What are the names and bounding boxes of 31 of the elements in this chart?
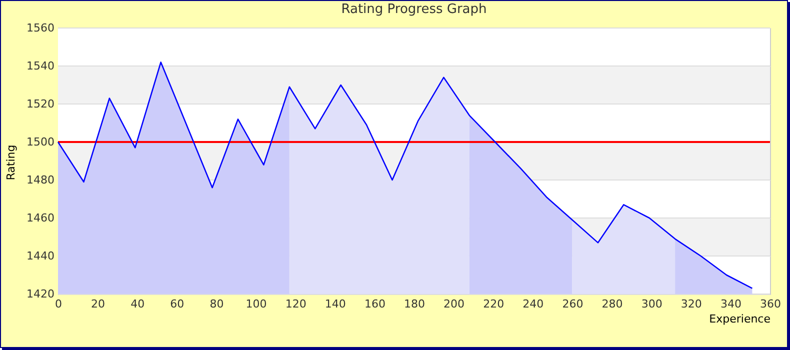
y-tick-label: 1420 xyxy=(26,288,54,300)
y-tick-label: 1460 xyxy=(26,212,54,224)
x-tick-label: 80 xyxy=(210,298,224,310)
line-series xyxy=(57,62,753,289)
x-tick-label: 40 xyxy=(130,298,145,310)
x-tick-label: 300 xyxy=(641,298,662,310)
x-tick-label: 120 xyxy=(285,298,306,310)
x-tick-label: 360 xyxy=(760,298,781,310)
y-tick-label: 1440 xyxy=(26,250,54,262)
x-tick-label: 20 xyxy=(91,298,106,310)
x-tick-label: 240 xyxy=(522,298,544,310)
y-axis-title: Rating xyxy=(4,144,18,180)
x-tick-label: 100 xyxy=(246,298,267,310)
x-tick-label: 60 xyxy=(170,298,184,310)
chart-title: Rating Progress Graph xyxy=(341,2,487,17)
x-tick-label: 140 xyxy=(324,298,346,310)
x-tick-label: 0 xyxy=(55,298,62,310)
x-tick-label: 220 xyxy=(483,298,504,310)
x-tick-label: 320 xyxy=(680,298,702,310)
x-tick-label: 200 xyxy=(444,298,465,310)
y-tick-label: 1540 xyxy=(26,60,54,72)
x-tick-label: 260 xyxy=(562,298,584,310)
x-tick-label: 180 xyxy=(404,298,425,310)
x-tick-label: 340 xyxy=(720,298,742,310)
x-axis-title: Experience xyxy=(709,312,771,326)
x-tick-label: 280 xyxy=(602,298,623,310)
y-tick-label: 1560 xyxy=(26,22,54,34)
x-tick-label: 160 xyxy=(364,298,386,310)
y-tick-label: 1520 xyxy=(26,98,54,110)
y-tick-label: 1480 xyxy=(26,174,54,186)
y-tick-label: 1500 xyxy=(26,136,54,148)
